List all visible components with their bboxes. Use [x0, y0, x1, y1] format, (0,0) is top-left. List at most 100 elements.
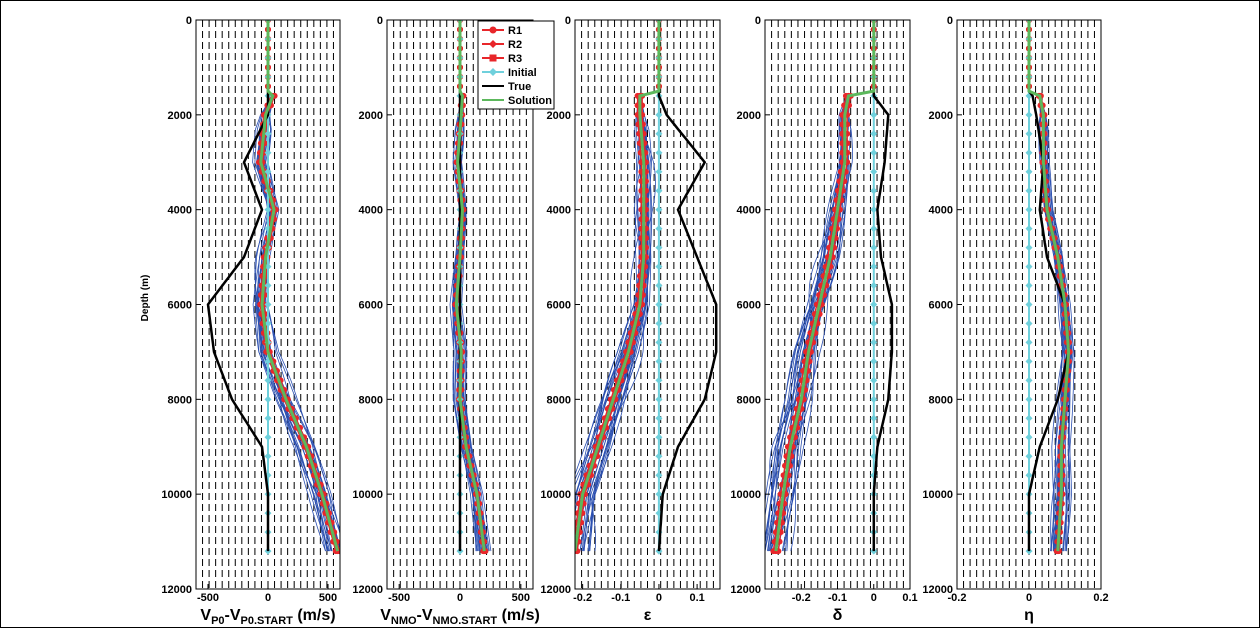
initial-point [870, 168, 878, 176]
y-tick-label: 6000 [547, 300, 571, 312]
initial-point [655, 319, 663, 327]
initial-point [264, 395, 272, 403]
y-tick-label: 6000 [168, 300, 192, 312]
initial-point [264, 282, 272, 290]
true-line [657, 20, 718, 552]
legend-box [477, 20, 555, 110]
initial-point [264, 376, 272, 384]
panel-content [206, 20, 340, 555]
y-tick-label: 10000 [922, 489, 953, 501]
initial-point [1025, 471, 1033, 479]
initial-point [1025, 301, 1033, 308]
x-tick-label: 500 [319, 592, 337, 604]
y-tick-label: 4000 [359, 205, 383, 217]
legend-marker [489, 68, 497, 76]
initial-point [264, 301, 272, 308]
legend-label: R1 [508, 25, 522, 37]
initial-point [655, 414, 663, 422]
y-tick-label: 2000 [929, 110, 953, 122]
initial-point [1025, 357, 1033, 365]
initial-point [264, 414, 272, 422]
initial-point [1025, 319, 1033, 327]
y-tick-label: 4000 [168, 205, 192, 217]
initial-point [870, 319, 878, 327]
initial-point [655, 357, 663, 365]
panel-content [449, 20, 492, 555]
panel-content [575, 20, 718, 555]
y-tick-label: 8000 [168, 394, 192, 406]
initial-point [655, 263, 663, 271]
initial-point [655, 338, 663, 346]
y-tick-label: 2000 [547, 110, 571, 122]
panel-5: 0 2000 4000 6000 8000 10000 12000-0.2 0 0.2 η [922, 15, 1108, 624]
x-tick-label: 0 [1026, 592, 1032, 604]
initial-point [655, 395, 663, 403]
legend-label: Solution [508, 95, 552, 107]
y-tick-label: 10000 [352, 489, 383, 501]
initial-point [870, 206, 878, 214]
x-tick-label: -0.2 [792, 592, 811, 604]
y-tick-label: 12000 [922, 584, 953, 596]
initial-point [655, 490, 663, 498]
legend-marker [489, 54, 497, 62]
initial-point [655, 301, 663, 308]
x-tick-label: 0 [656, 592, 662, 604]
initial-point [655, 433, 663, 441]
initial-point [1025, 111, 1033, 119]
initial-point [655, 206, 663, 214]
legend-marker [489, 26, 497, 34]
y-tick-label: 12000 [730, 584, 761, 596]
x-axis-label: η [1024, 607, 1034, 624]
x-tick-label: -500 [388, 592, 410, 604]
initial-point [1025, 149, 1033, 157]
panel-2: 0 2000 4000 6000 8000 10000 12000 -500 0 500 VNMO-… [352, 15, 539, 627]
panel-4: 0 2000 4000 6000 8000 10000 12000 -0.2 -0.1 0 0.1 δ [730, 15, 917, 624]
initial-point [655, 376, 663, 384]
x-tick-label: -0.2 [573, 592, 592, 604]
legend-label: Initial [508, 67, 537, 79]
initial-point [870, 263, 878, 271]
panels: 0 2000 4000 6000 8000 10000 12000 -500 0 500 VP0-V… [161, 15, 1108, 627]
solution-line [575, 20, 661, 552]
initial-point [870, 244, 878, 252]
x-tick-label: -0.1 [611, 592, 630, 604]
initial-point [870, 225, 878, 233]
initial-point [264, 168, 272, 176]
x-tick-label: -0.1 [828, 592, 847, 604]
x-axis-label: VNMO-VNMO.START (m/s) [380, 607, 540, 627]
y-tick-label: 2000 [737, 110, 761, 122]
initial-point [870, 149, 878, 157]
solution-line [259, 20, 340, 552]
panel-1: 0 2000 4000 6000 8000 10000 12000 -500 0 500 VP0-V… [161, 15, 341, 627]
y-tick-label: 6000 [929, 300, 953, 312]
initial-point [655, 244, 663, 252]
y-tick-label: 0 [947, 15, 953, 27]
y-axis-label: Depth (m) [140, 275, 151, 322]
initial-point [870, 357, 878, 365]
true-line [872, 20, 894, 552]
legend: R1 R2 R3 Initial True Solution [477, 20, 555, 110]
y-tick-label: 8000 [929, 394, 953, 406]
initial-point [1025, 168, 1033, 176]
y-tick-label: 2000 [359, 110, 383, 122]
initial-point [870, 395, 878, 403]
y-tick-label: 8000 [547, 394, 571, 406]
x-tick-label: 0.2 [1093, 592, 1108, 604]
initial-point [655, 471, 663, 479]
initial-point [264, 452, 272, 460]
initial-point [655, 149, 663, 157]
y-tick-label: 12000 [352, 584, 383, 596]
initial-point [870, 111, 878, 119]
y-tick-label: 4000 [547, 205, 571, 217]
x-tick-label: 0 [871, 592, 877, 604]
x-tick-label: 0 [265, 592, 271, 604]
initial-point [1025, 263, 1033, 271]
legend-label: R3 [508, 53, 522, 65]
initial-point [264, 149, 272, 157]
x-tick-label: 0 [457, 592, 463, 604]
initial-point [655, 187, 663, 195]
initial-point [1025, 187, 1033, 195]
initial-point [870, 282, 878, 290]
